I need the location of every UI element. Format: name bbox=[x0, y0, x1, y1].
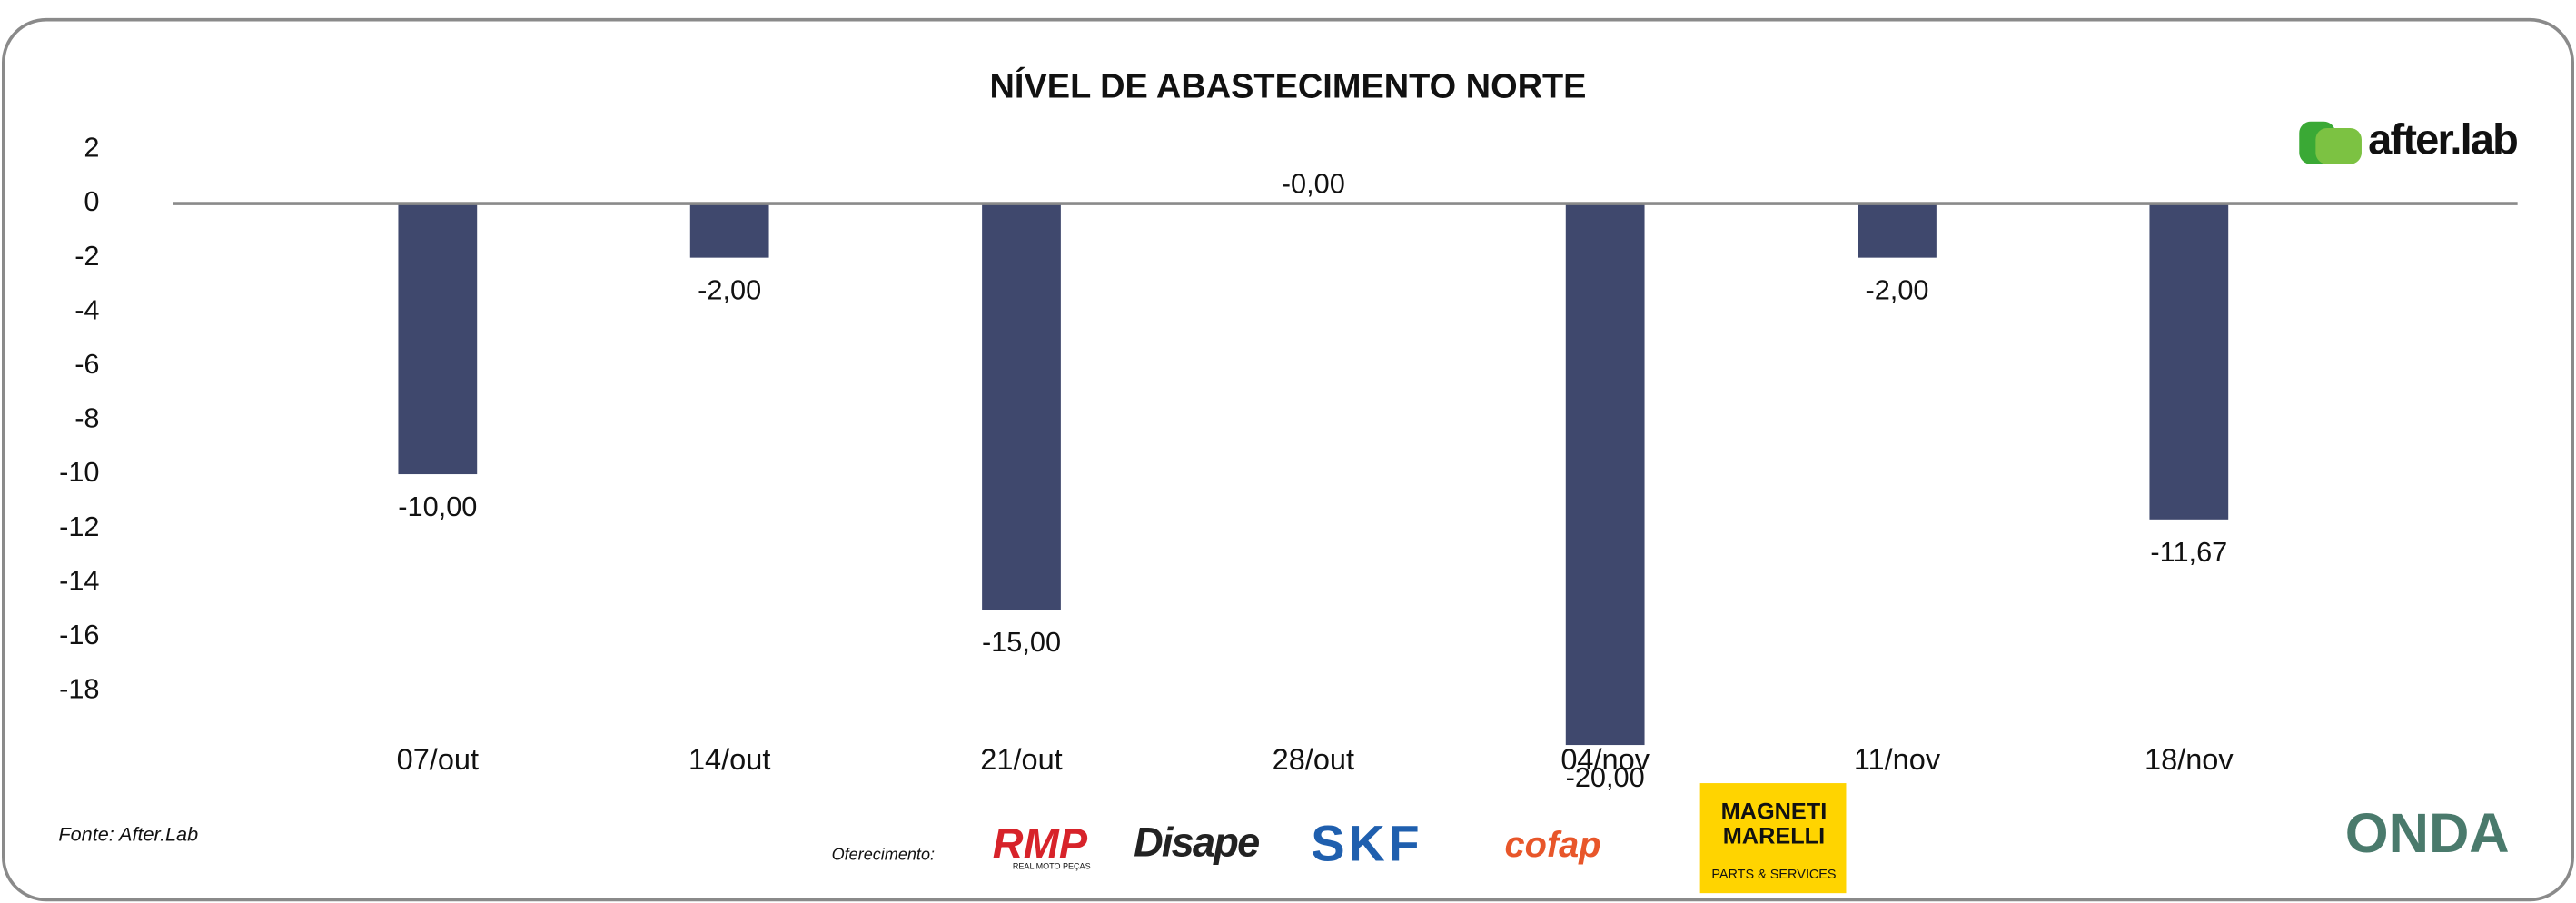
sponsor-logo: Disape bbox=[1134, 819, 1259, 866]
bar bbox=[982, 203, 1061, 610]
y-tick-label: -14 bbox=[59, 564, 99, 596]
y-tick-label: -8 bbox=[74, 402, 99, 434]
sponsor-logo: MAGNETI bbox=[1721, 799, 1828, 824]
bar bbox=[398, 203, 478, 475]
x-tick-label: 04/nov bbox=[1560, 743, 1650, 776]
x-tick-label: 11/nov bbox=[1854, 743, 1941, 776]
bar bbox=[1565, 203, 1645, 746]
y-tick-label: -2 bbox=[74, 240, 99, 272]
bar bbox=[1858, 203, 1937, 258]
sponsor-logo: SKF bbox=[1311, 814, 1422, 871]
y-tick-label: -6 bbox=[74, 348, 99, 380]
chart-title: NÍVEL DE ABASTECIMENTO NORTE bbox=[990, 66, 1587, 106]
y-tick-label: -10 bbox=[59, 456, 99, 488]
x-tick-label: 07/out bbox=[397, 743, 479, 776]
y-tick-label: 2 bbox=[84, 132, 99, 164]
logo-icon bbox=[2315, 127, 2362, 164]
value-label: -15,00 bbox=[982, 626, 1061, 658]
value-label: -10,00 bbox=[398, 491, 477, 522]
bar bbox=[689, 203, 769, 258]
x-tick-label: 28/out bbox=[1273, 743, 1354, 776]
sponsor-logo: MARELLI bbox=[1723, 823, 1825, 848]
source: Fonte: After.Lab bbox=[58, 823, 198, 846]
sponsor-logo: PARTS & SERVICES bbox=[1711, 868, 1836, 882]
y-tick-label: -12 bbox=[59, 511, 99, 542]
y-tick-label: -16 bbox=[59, 619, 99, 650]
sponsor-label: Oferecimento: bbox=[832, 845, 935, 863]
x-tick-label: 14/out bbox=[689, 743, 770, 776]
value-label: -2,00 bbox=[1865, 274, 1928, 306]
logo: after.lab bbox=[2299, 115, 2519, 164]
logo-text: after.lab bbox=[2368, 115, 2517, 164]
y-tick-label: 0 bbox=[84, 185, 99, 217]
value-label: -0,00 bbox=[1282, 167, 1345, 199]
y-tick-label: -18 bbox=[59, 673, 99, 705]
sponsor-box bbox=[1699, 783, 1847, 894]
sponsor-logo: cofap bbox=[1505, 825, 1601, 865]
value-label: -2,00 bbox=[698, 274, 761, 306]
value-label: -11,67 bbox=[2150, 536, 2227, 568]
x-tick-label: 21/out bbox=[980, 743, 1062, 776]
sponsor-logo: ONDA bbox=[2345, 802, 2510, 865]
bar bbox=[2149, 203, 2229, 520]
y-tick-label: -4 bbox=[74, 293, 99, 325]
x-tick-label: 18/nov bbox=[2145, 743, 2234, 776]
value-label: -20,00 bbox=[1566, 761, 1645, 793]
sponsor-logo: REAL MOTO PEÇAS bbox=[1013, 862, 1091, 871]
sponsor-logo: RMP bbox=[993, 819, 1088, 868]
